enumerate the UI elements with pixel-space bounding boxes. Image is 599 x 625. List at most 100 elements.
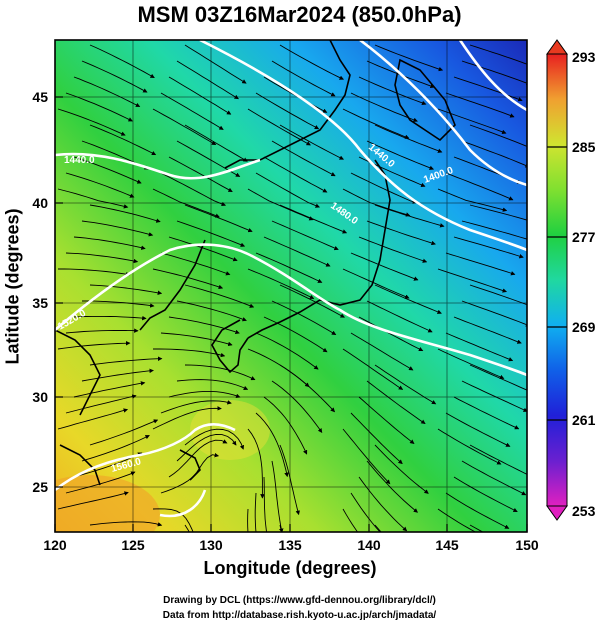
y-tick-label: 30 (32, 389, 48, 405)
streamline (176, 220, 246, 247)
streamline (89, 44, 155, 78)
streamline (366, 380, 426, 425)
streamline (350, 332, 414, 371)
streamline (279, 204, 348, 234)
streamline (152, 188, 220, 218)
streamline (358, 476, 408, 532)
streamline (374, 284, 442, 314)
streamline (247, 188, 314, 221)
streamline (184, 364, 256, 381)
streamline (445, 492, 510, 529)
streamline (81, 435, 150, 462)
y-axis-ticks (55, 96, 63, 488)
streamline (247, 108, 311, 146)
streamline (184, 524, 190, 532)
x-tick-label: 125 (121, 537, 145, 553)
streamline (65, 252, 139, 264)
streamline (57, 408, 129, 430)
streamline (469, 444, 527, 475)
streamline (453, 476, 518, 513)
streamline (366, 300, 433, 333)
streamline (461, 60, 527, 86)
streamline (65, 394, 137, 414)
streamline (271, 380, 323, 434)
streamline (279, 124, 344, 160)
streamline (160, 332, 233, 347)
streamline (469, 364, 527, 391)
x-tick-label: 120 (43, 537, 67, 553)
streamline (342, 108, 410, 139)
streamline (89, 124, 157, 156)
streamline (437, 508, 477, 532)
streamline (350, 252, 419, 281)
colorbar (546, 39, 568, 521)
credit-drawing: Drawing by DCL (https://www.gfd-dennou.o… (163, 595, 436, 606)
streamline (263, 396, 308, 455)
height-contours (55, 40, 527, 518)
streamline (184, 44, 247, 84)
streamline (342, 348, 404, 390)
streamline (445, 412, 511, 447)
streamline (366, 140, 434, 170)
credit-data-source: Data from http://database.rish.kyoto-u.a… (162, 610, 437, 621)
streamline (469, 524, 484, 532)
streamline (176, 379, 249, 390)
streamline (437, 428, 502, 465)
colorbar-tick-label: 269 (572, 319, 596, 335)
streamline (168, 316, 240, 335)
streamline (65, 172, 135, 198)
streamline (255, 252, 323, 283)
streamline (453, 236, 524, 259)
streamline (89, 356, 163, 366)
streamline (168, 390, 241, 398)
streamline (73, 156, 142, 184)
streamline (65, 471, 136, 494)
colorbar-tick-label: 285 (572, 139, 596, 155)
streamline (73, 76, 141, 108)
streamline (73, 315, 147, 321)
streamline (263, 476, 268, 532)
streamline (453, 76, 523, 102)
streamline (279, 524, 282, 532)
streamline (81, 220, 154, 237)
streamline (461, 380, 527, 412)
streamline (263, 316, 328, 353)
temperature-field (55, 40, 527, 532)
y-tick-label: 45 (32, 89, 48, 105)
streamline (152, 268, 224, 290)
streamline (271, 220, 339, 251)
streamline (469, 204, 527, 221)
streamline (153, 348, 226, 358)
streamline (358, 316, 424, 352)
streamline (57, 188, 129, 209)
streamline (279, 444, 300, 516)
streamline (160, 452, 220, 494)
streamline (184, 284, 255, 308)
streamline (461, 460, 527, 496)
streamline (358, 236, 428, 263)
streamline (374, 44, 444, 72)
y-tick-label: 35 (32, 295, 48, 311)
streamline (255, 172, 320, 208)
graticule (55, 40, 527, 532)
streamline (358, 76, 427, 106)
streamline (168, 439, 228, 478)
streamline (152, 508, 194, 532)
streamline (65, 92, 133, 122)
streamline (82, 300, 155, 308)
streamline (445, 252, 516, 276)
streamline (254, 492, 257, 532)
streamline (89, 284, 163, 295)
streamline (374, 364, 437, 405)
streamline (437, 108, 507, 134)
streamline (176, 300, 247, 322)
streamline (437, 268, 508, 293)
streamline (437, 348, 505, 379)
streamline (152, 406, 222, 430)
streamline (255, 92, 320, 130)
streamline (342, 268, 410, 299)
streamline (271, 60, 336, 97)
streamline (160, 400, 232, 414)
streamline (437, 188, 508, 212)
streamline (160, 252, 231, 276)
